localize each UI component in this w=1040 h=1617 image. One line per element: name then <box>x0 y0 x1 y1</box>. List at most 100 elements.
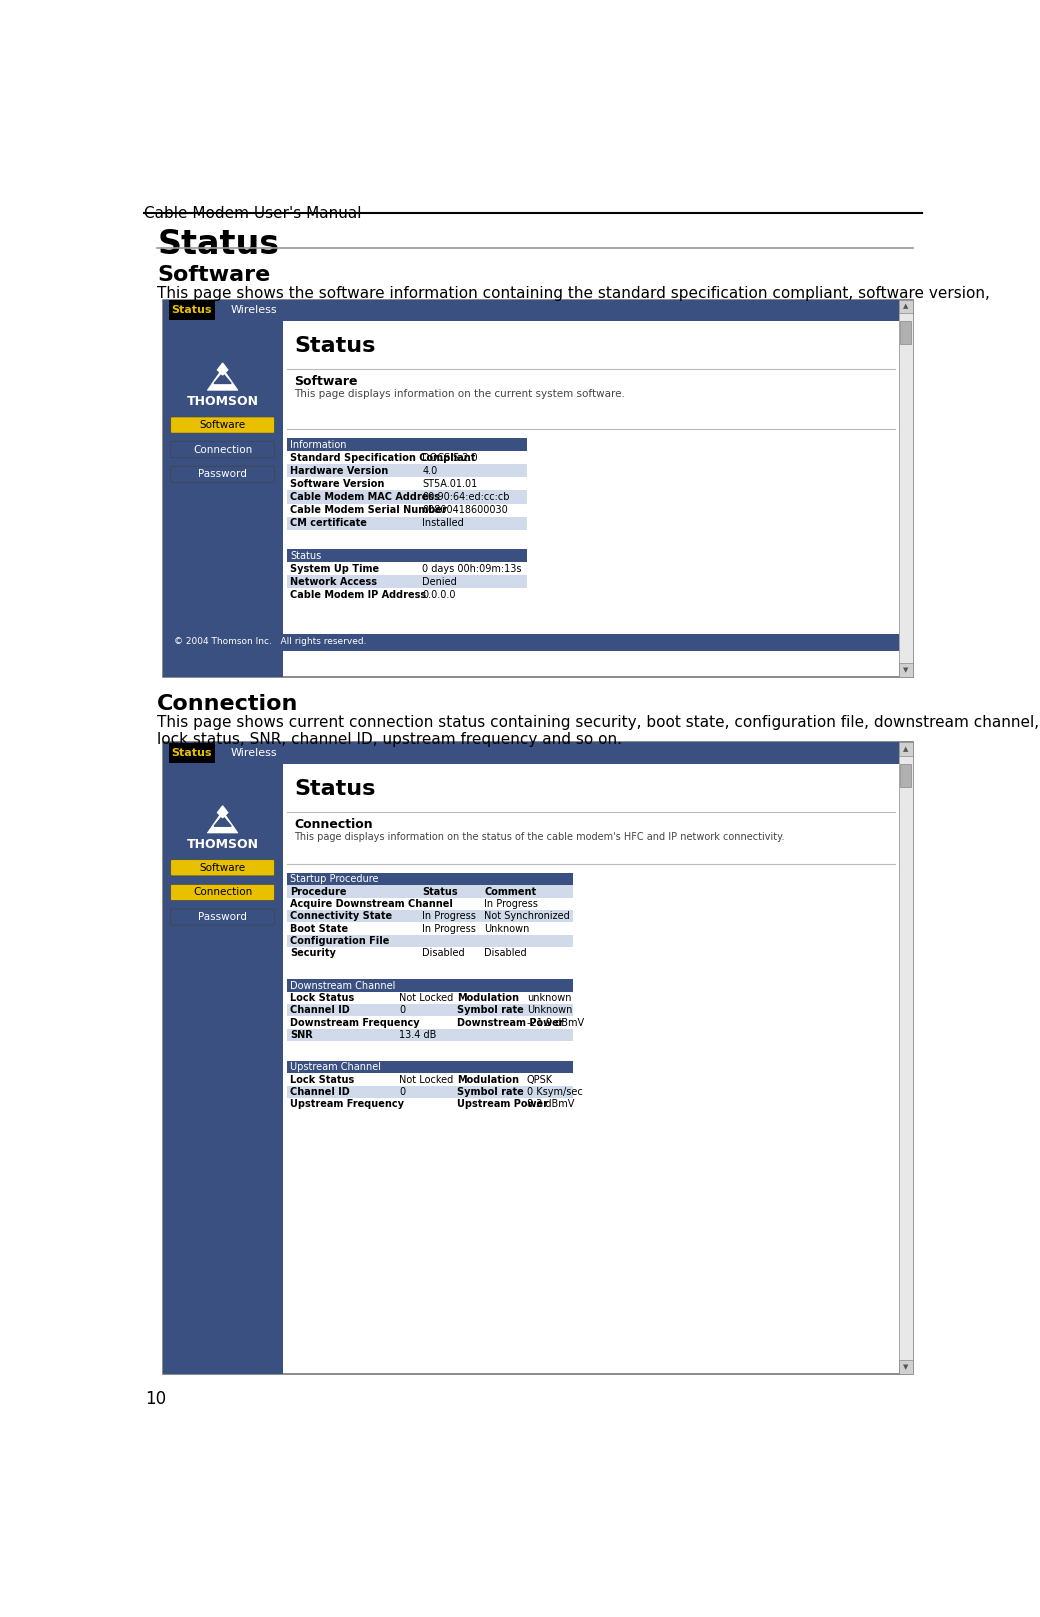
Text: Symbol rate: Symbol rate <box>457 1087 524 1096</box>
Text: 0.0.0.0: 0.0.0.0 <box>422 590 456 600</box>
Bar <box>162 299 913 678</box>
Bar <box>287 1074 573 1085</box>
Bar <box>162 299 899 322</box>
Bar <box>901 322 911 344</box>
Text: 10: 10 <box>146 1391 166 1408</box>
Text: 4.0: 4.0 <box>422 466 438 475</box>
Text: Password: Password <box>199 469 248 479</box>
Text: 0: 0 <box>399 1006 405 1015</box>
Bar <box>287 1061 573 1074</box>
Text: Status: Status <box>294 779 375 799</box>
Text: Denied: Denied <box>422 577 457 587</box>
Text: 8.3 dBmV: 8.3 dBmV <box>527 1100 574 1109</box>
Text: Software Version: Software Version <box>290 479 385 488</box>
Bar <box>899 742 913 757</box>
Text: Unknown: Unknown <box>485 923 529 933</box>
Polygon shape <box>217 364 228 375</box>
Text: Cable Modem User's Manual: Cable Modem User's Manual <box>144 205 362 220</box>
Text: Upstream Frequency: Upstream Frequency <box>290 1100 405 1109</box>
Text: Downstream Frequency: Downstream Frequency <box>290 1017 420 1027</box>
Bar <box>899 1360 913 1374</box>
Text: This page shows current connection status containing security, boot state, confi: This page shows current connection statu… <box>157 715 1039 731</box>
Text: -21.9 dBmV: -21.9 dBmV <box>527 1017 583 1027</box>
Text: Configuration File: Configuration File <box>290 936 390 946</box>
Text: Connectivity State: Connectivity State <box>290 912 392 922</box>
Text: THOMSON: THOMSON <box>186 396 259 409</box>
Text: Standard Specification Compliant: Standard Specification Compliant <box>290 453 476 462</box>
Text: lock status, SNR, channel ID, upstream frequency and so on.: lock status, SNR, channel ID, upstream f… <box>157 733 622 747</box>
Bar <box>287 477 527 490</box>
Text: Security: Security <box>290 948 336 959</box>
Bar <box>168 744 215 763</box>
Text: Status: Status <box>294 336 375 356</box>
Text: Disabled: Disabled <box>422 948 465 959</box>
Text: © 2004 Thomson Inc.   All rights reserved.: © 2004 Thomson Inc. All rights reserved. <box>174 637 367 645</box>
Bar <box>287 550 527 563</box>
Bar <box>287 1098 573 1111</box>
Bar <box>162 634 899 652</box>
FancyBboxPatch shape <box>171 466 275 482</box>
Polygon shape <box>207 369 238 390</box>
Text: Connection: Connection <box>294 818 373 831</box>
Text: ▼: ▼ <box>903 1363 909 1370</box>
Text: Information: Information <box>290 440 347 450</box>
Bar <box>168 301 215 320</box>
Text: Disabled: Disabled <box>485 948 527 959</box>
Bar <box>287 563 527 576</box>
Text: Wireless: Wireless <box>231 749 278 758</box>
Text: Hardware Version: Hardware Version <box>290 466 389 475</box>
Bar <box>287 517 527 530</box>
Text: Procedure: Procedure <box>290 886 347 897</box>
Text: Installed: Installed <box>422 517 464 529</box>
Text: THOMSON: THOMSON <box>186 838 259 851</box>
FancyBboxPatch shape <box>171 417 275 433</box>
Bar <box>287 503 527 517</box>
Text: Status: Status <box>172 749 212 758</box>
Bar <box>287 1017 573 1028</box>
Text: SNR: SNR <box>290 1030 313 1040</box>
Text: Startup Procedure: Startup Procedure <box>290 875 379 884</box>
Bar <box>287 922 573 935</box>
Bar <box>899 299 913 314</box>
Bar <box>287 935 573 948</box>
Text: Wireless: Wireless <box>231 306 278 315</box>
Text: Upstream Power: Upstream Power <box>457 1100 548 1109</box>
Text: Connection: Connection <box>193 445 253 454</box>
Text: Not Locked: Not Locked <box>399 1075 453 1085</box>
Bar <box>162 742 899 763</box>
Text: ▲: ▲ <box>903 745 909 752</box>
Text: Unknown: Unknown <box>527 1006 572 1015</box>
Text: System Up Time: System Up Time <box>290 564 380 574</box>
Text: ▲: ▲ <box>903 304 909 309</box>
Bar <box>287 451 527 464</box>
FancyBboxPatch shape <box>171 441 275 458</box>
FancyBboxPatch shape <box>171 909 275 925</box>
Text: 0: 0 <box>399 1087 405 1096</box>
Bar <box>162 322 283 678</box>
Text: Modulation: Modulation <box>457 993 519 1003</box>
Polygon shape <box>207 812 238 833</box>
Text: Symbol rate: Symbol rate <box>457 1006 524 1015</box>
Text: ▼: ▼ <box>903 666 909 673</box>
Text: Channel ID: Channel ID <box>290 1006 350 1015</box>
Text: Connection: Connection <box>157 694 298 713</box>
Text: QPSK: QPSK <box>527 1075 553 1085</box>
Text: Lock Status: Lock Status <box>290 1075 355 1085</box>
FancyBboxPatch shape <box>171 860 275 876</box>
Text: ST5A.01.01: ST5A.01.01 <box>422 479 477 488</box>
Bar <box>287 910 573 922</box>
Text: Downstream Channel: Downstream Channel <box>290 980 396 991</box>
Text: unknown: unknown <box>527 993 571 1003</box>
Text: Boot State: Boot State <box>290 923 348 933</box>
Text: Cable Modem MAC Address: Cable Modem MAC Address <box>290 492 440 501</box>
Bar <box>287 1028 573 1041</box>
Bar <box>287 1004 573 1017</box>
Text: This page displays information on the status of the cable modem's HFC and IP net: This page displays information on the st… <box>294 831 785 841</box>
Text: DOCSIS 2.0: DOCSIS 2.0 <box>422 453 477 462</box>
Text: Connection: Connection <box>193 888 253 897</box>
Text: 00:90:64:ed:cc:cb: 00:90:64:ed:cc:cb <box>422 492 510 501</box>
Bar <box>899 299 913 678</box>
Text: Network Access: Network Access <box>290 577 378 587</box>
Text: Status: Status <box>290 550 321 561</box>
Text: 0 Ksym/sec: 0 Ksym/sec <box>527 1087 582 1096</box>
